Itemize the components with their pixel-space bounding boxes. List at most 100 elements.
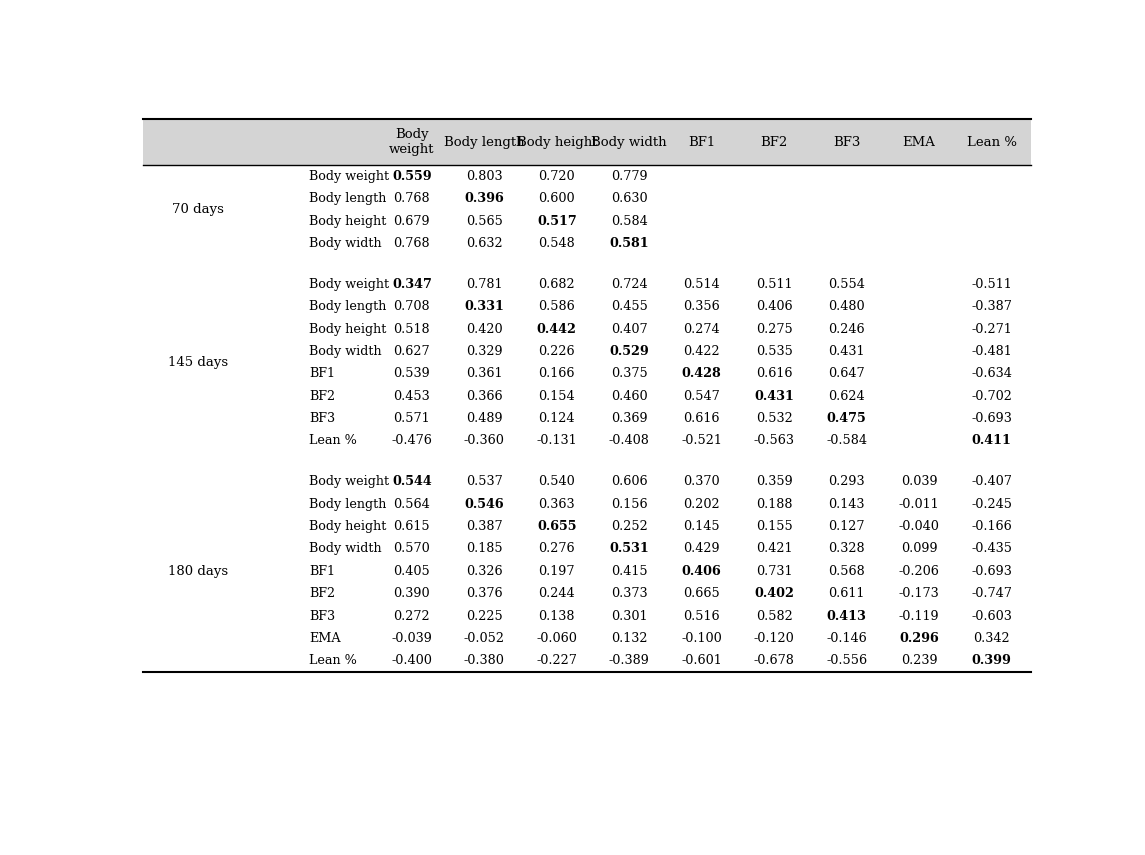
- Text: -0.166: -0.166: [971, 520, 1012, 533]
- Text: 0.511: 0.511: [756, 278, 792, 291]
- Text: 0.226: 0.226: [538, 345, 575, 358]
- Text: 0.627: 0.627: [394, 345, 431, 358]
- Text: 0.406: 0.406: [756, 300, 792, 313]
- Text: 70 days: 70 days: [172, 203, 224, 216]
- Text: Body length: Body length: [309, 498, 387, 510]
- Text: 0.188: 0.188: [756, 498, 792, 510]
- Text: 0.431: 0.431: [755, 390, 795, 403]
- Text: -0.173: -0.173: [899, 587, 940, 600]
- Text: 0.329: 0.329: [466, 345, 503, 358]
- Text: 0.369: 0.369: [611, 412, 648, 425]
- Text: 0.328: 0.328: [828, 542, 864, 556]
- Text: Body weight: Body weight: [309, 170, 389, 183]
- Text: -0.360: -0.360: [464, 434, 505, 447]
- Text: 0.615: 0.615: [394, 520, 431, 533]
- Text: 0.396: 0.396: [465, 192, 504, 205]
- Text: 0.514: 0.514: [684, 278, 720, 291]
- Text: BF1: BF1: [688, 136, 716, 149]
- Text: 0.402: 0.402: [755, 587, 795, 600]
- Text: 0.421: 0.421: [756, 542, 792, 556]
- Text: 0.564: 0.564: [394, 498, 431, 510]
- Text: 0.803: 0.803: [466, 170, 503, 183]
- Text: Body
weight: Body weight: [389, 128, 435, 156]
- Text: BF3: BF3: [309, 412, 335, 425]
- Text: -0.131: -0.131: [537, 434, 577, 447]
- Text: 0.155: 0.155: [756, 520, 792, 533]
- Text: -0.408: -0.408: [609, 434, 649, 447]
- Text: Lean %: Lean %: [309, 434, 357, 447]
- Text: -0.476: -0.476: [392, 434, 433, 447]
- Text: 0.537: 0.537: [466, 475, 503, 488]
- Text: 0.202: 0.202: [684, 498, 720, 510]
- Text: Body weight: Body weight: [309, 475, 389, 488]
- Text: 0.415: 0.415: [611, 565, 648, 578]
- Text: 0.293: 0.293: [828, 475, 864, 488]
- Text: BF2: BF2: [760, 136, 788, 149]
- Text: -0.060: -0.060: [536, 632, 577, 645]
- Text: 0.679: 0.679: [394, 215, 431, 227]
- Text: -0.435: -0.435: [971, 542, 1012, 556]
- Text: 0.431: 0.431: [829, 345, 864, 358]
- Text: 0.274: 0.274: [684, 322, 720, 335]
- Text: 0.154: 0.154: [538, 390, 575, 403]
- Text: Lean %: Lean %: [309, 654, 357, 668]
- Text: 0.571: 0.571: [394, 412, 431, 425]
- Text: 180 days: 180 days: [168, 565, 228, 578]
- FancyBboxPatch shape: [143, 119, 1030, 165]
- Text: 0.632: 0.632: [466, 237, 503, 250]
- Text: 0.539: 0.539: [394, 368, 431, 380]
- Text: Body width: Body width: [592, 136, 668, 149]
- Text: -0.389: -0.389: [609, 654, 649, 668]
- Text: 0.540: 0.540: [538, 475, 575, 488]
- Text: 0.665: 0.665: [684, 587, 720, 600]
- Text: -0.040: -0.040: [899, 520, 940, 533]
- Text: 0.166: 0.166: [538, 368, 575, 380]
- Text: 0.768: 0.768: [394, 237, 431, 250]
- Text: -0.511: -0.511: [971, 278, 1012, 291]
- Text: EMA: EMA: [309, 632, 341, 645]
- Text: 0.570: 0.570: [394, 542, 431, 556]
- Text: 0.647: 0.647: [828, 368, 864, 380]
- Text: 0.407: 0.407: [611, 322, 648, 335]
- Text: -0.693: -0.693: [971, 565, 1012, 578]
- Text: 0.361: 0.361: [466, 368, 503, 380]
- Text: BF3: BF3: [832, 136, 860, 149]
- Text: -0.146: -0.146: [827, 632, 867, 645]
- Text: 0.399: 0.399: [972, 654, 1011, 668]
- Text: 0.616: 0.616: [756, 368, 792, 380]
- Text: 0.586: 0.586: [538, 300, 575, 313]
- Text: -0.387: -0.387: [971, 300, 1012, 313]
- Text: 0.548: 0.548: [538, 237, 575, 250]
- Text: -0.380: -0.380: [464, 654, 505, 668]
- Text: 0.720: 0.720: [538, 170, 575, 183]
- Text: 0.531: 0.531: [609, 542, 649, 556]
- Text: -0.052: -0.052: [464, 632, 505, 645]
- Text: Body height: Body height: [309, 322, 387, 335]
- Text: BF2: BF2: [309, 587, 335, 600]
- Text: -0.584: -0.584: [827, 434, 867, 447]
- Text: 0.630: 0.630: [611, 192, 648, 205]
- Text: -0.634: -0.634: [971, 368, 1012, 380]
- Text: EMA: EMA: [902, 136, 935, 149]
- Text: 0.375: 0.375: [611, 368, 648, 380]
- Text: 0.565: 0.565: [466, 215, 503, 227]
- Text: 0.781: 0.781: [466, 278, 503, 291]
- Text: 0.239: 0.239: [901, 654, 938, 668]
- Text: 145 days: 145 days: [168, 357, 228, 369]
- Text: 0.127: 0.127: [829, 520, 864, 533]
- Text: 0.517: 0.517: [537, 215, 577, 227]
- Text: 0.606: 0.606: [611, 475, 648, 488]
- Text: 0.535: 0.535: [756, 345, 792, 358]
- Text: -0.678: -0.678: [753, 654, 795, 668]
- Text: 0.731: 0.731: [756, 565, 792, 578]
- Text: 0.568: 0.568: [828, 565, 864, 578]
- Text: Lean %: Lean %: [966, 136, 1017, 149]
- Text: 0.138: 0.138: [538, 610, 575, 622]
- Text: 0.724: 0.724: [611, 278, 648, 291]
- Text: 0.370: 0.370: [684, 475, 720, 488]
- Text: 0.413: 0.413: [827, 610, 867, 622]
- Text: 0.301: 0.301: [611, 610, 648, 622]
- Text: 0.559: 0.559: [392, 170, 432, 183]
- Text: 0.682: 0.682: [538, 278, 575, 291]
- Text: 0.768: 0.768: [394, 192, 431, 205]
